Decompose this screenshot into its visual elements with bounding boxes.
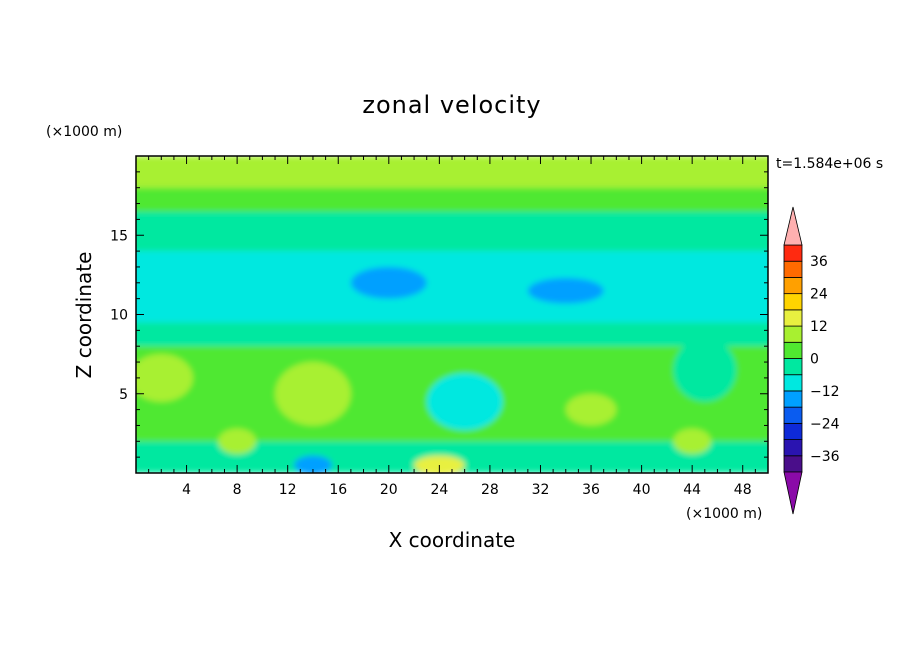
x-tick-label: 44 xyxy=(683,482,701,498)
colorbar-segment xyxy=(783,390,803,408)
colorbar-segment xyxy=(783,309,803,327)
y-tick-label: 5 xyxy=(119,387,128,403)
contour-blob-5 xyxy=(294,455,332,473)
y-tick-label: 15 xyxy=(110,228,128,244)
contour-band-2 xyxy=(136,322,768,347)
contour-band-6 xyxy=(136,156,768,188)
colorbar-segment xyxy=(783,358,803,376)
colorbar-under-triangle xyxy=(783,471,803,515)
colorbar-segment xyxy=(783,293,803,311)
time-label: t=1.584e+06 s xyxy=(776,156,883,172)
y-axis: 5 10 15 xyxy=(110,171,768,458)
colorbar-segment xyxy=(783,455,803,473)
contour-blob-4 xyxy=(414,455,465,473)
x-tick-label: 48 xyxy=(734,482,752,498)
colorbar-tick-label: 12 xyxy=(810,319,828,335)
x-axis: 4 8 12 16 20 24 28 32 36 40 44 48 xyxy=(148,156,756,498)
x-tick-label: 12 xyxy=(279,482,297,498)
colorbar-tick-label: 36 xyxy=(810,254,828,270)
contour-blob-6 xyxy=(565,393,617,426)
colorbar-segment xyxy=(783,244,803,262)
colorbar-tick-label: 0 xyxy=(810,352,819,368)
colorbar-segment xyxy=(783,406,803,424)
x-tick-label: 16 xyxy=(329,482,347,498)
colorbar-segment xyxy=(783,439,803,457)
colorbar-tick-label: −12 xyxy=(810,384,840,400)
contour-blob-3 xyxy=(426,373,503,431)
contour-blob-1 xyxy=(275,362,351,426)
y-axis-unit: (×1000 m) xyxy=(46,124,122,140)
contour-blob-8 xyxy=(673,428,712,454)
contour-band-3 xyxy=(136,251,768,323)
x-tick-label: 28 xyxy=(481,482,499,498)
colorbar-tick-label: 24 xyxy=(810,287,828,303)
contour-blob-0 xyxy=(136,354,193,402)
colorbar-segment xyxy=(783,422,803,440)
x-tick-label: 4 xyxy=(182,482,191,498)
contour-band-5 xyxy=(136,187,768,212)
contour-blob-2 xyxy=(218,428,257,454)
x-tick-label: 40 xyxy=(633,482,651,498)
x-axis-label: X coordinate xyxy=(389,528,516,552)
y-tick-label: 10 xyxy=(110,308,128,324)
colorbar-segment xyxy=(783,260,803,278)
contour-blob-7 xyxy=(673,338,737,402)
colorbar-tick-label: −24 xyxy=(810,416,840,432)
colorbar-segment xyxy=(783,325,803,343)
x-tick-label: 32 xyxy=(532,482,550,498)
colorbar-segment xyxy=(783,374,803,392)
colorbar-tick-label: −36 xyxy=(810,449,840,465)
colorbar: −36 −24 −12 0 12 24 36 xyxy=(783,206,840,515)
colorbar-over-triangle xyxy=(783,206,803,246)
contour-blob-10 xyxy=(527,278,604,304)
y-axis-label: Z coordinate xyxy=(72,252,96,379)
x-tick-label: 20 xyxy=(380,482,398,498)
chart-title: zonal velocity xyxy=(362,91,541,119)
colorbar-segment xyxy=(783,277,803,295)
contour-field xyxy=(136,156,768,473)
x-tick-label: 24 xyxy=(430,482,448,498)
x-tick-label: 8 xyxy=(233,482,242,498)
x-axis-unit: (×1000 m) xyxy=(686,506,762,522)
x-tick-label: 36 xyxy=(582,482,600,498)
colorbar-segment xyxy=(783,341,803,359)
contour-band-4 xyxy=(136,211,768,252)
contour-blob-9 xyxy=(350,266,427,299)
